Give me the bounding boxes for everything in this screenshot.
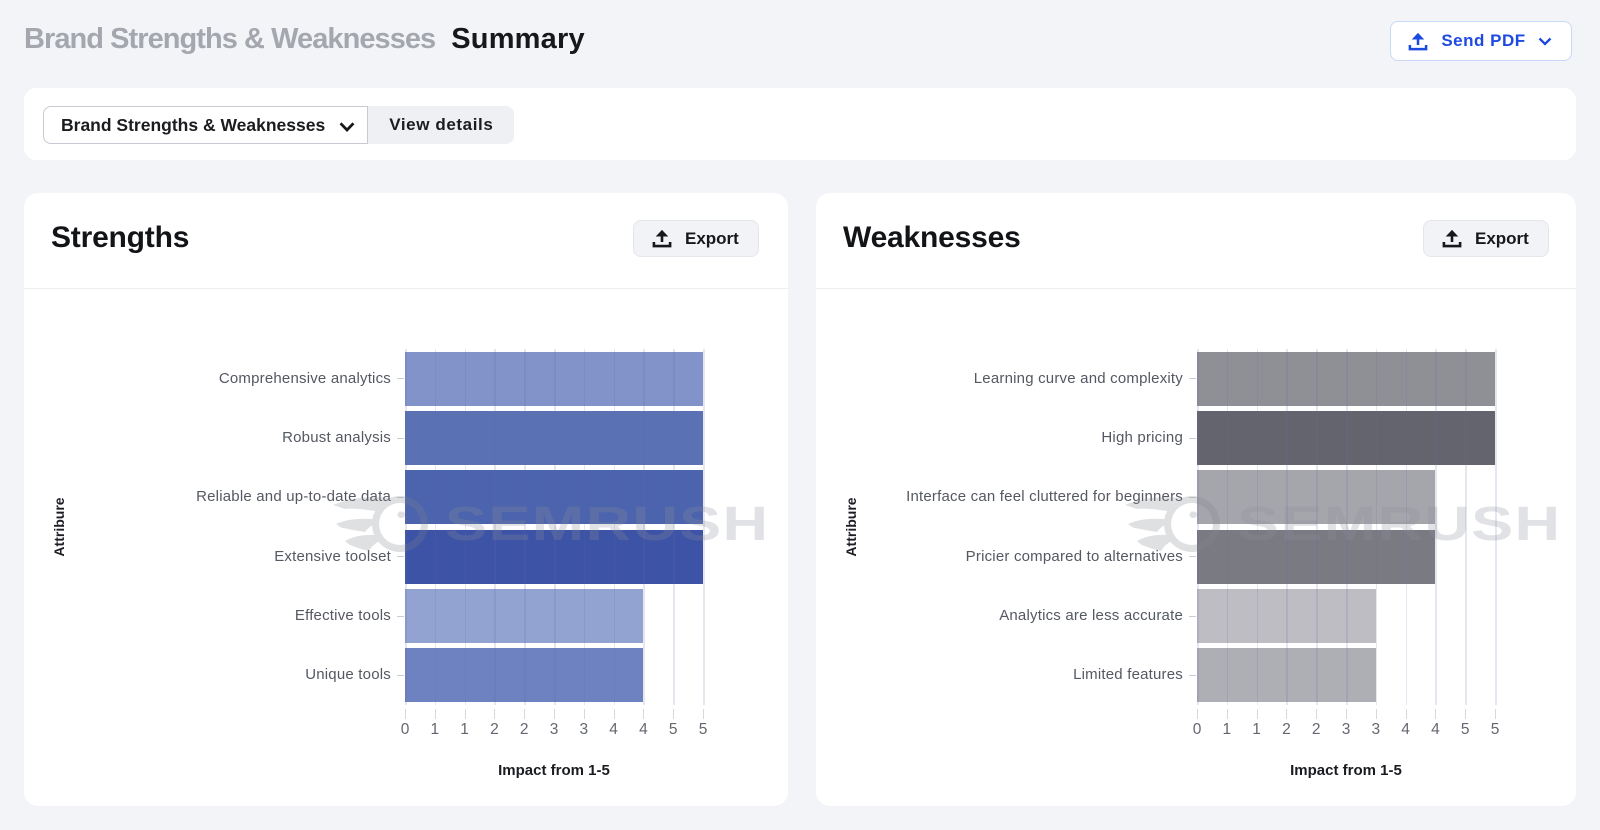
- svg-text:SEMRUSH: SEMRUSH: [445, 496, 769, 550]
- svg-text:SEMRUSH: SEMRUSH: [1237, 496, 1561, 550]
